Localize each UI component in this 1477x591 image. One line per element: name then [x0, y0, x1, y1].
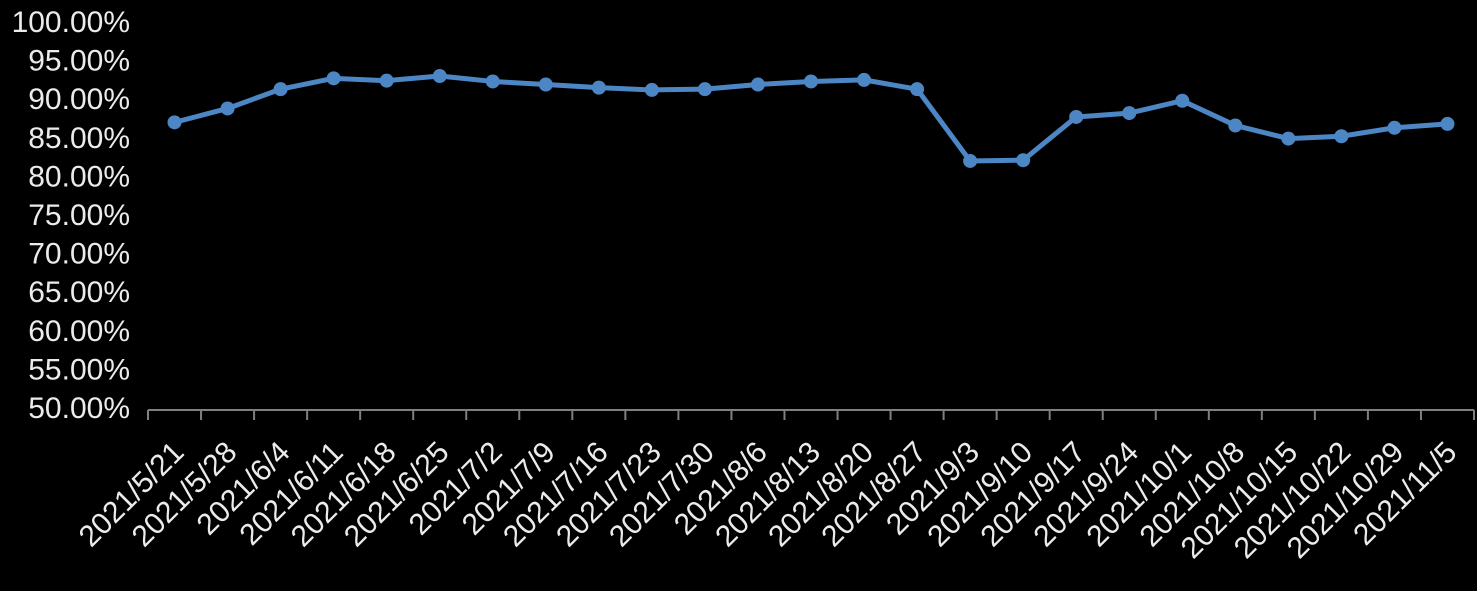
data-point-marker [1016, 153, 1031, 168]
y-axis-tick-label: 50.00% [28, 392, 130, 425]
y-axis-tick-label: 80.00% [28, 160, 130, 193]
data-point-marker [273, 82, 288, 97]
data-series-line [172, 73, 1450, 164]
data-point-marker [1440, 116, 1455, 131]
data-point-marker [1281, 131, 1296, 146]
y-axis-tick-label: 90.00% [28, 83, 130, 116]
data-point-marker [220, 101, 235, 116]
data-point-marker [485, 74, 500, 89]
y-axis-tick-label: 75.00% [28, 199, 130, 232]
data-point-marker [697, 82, 712, 97]
data-point-marker [1069, 109, 1084, 124]
y-axis-tick-label: 95.00% [28, 45, 130, 78]
data-point-marker [432, 69, 447, 84]
data-point-marker [910, 82, 925, 97]
data-point-marker [963, 153, 978, 168]
data-point-marker [750, 77, 765, 92]
y-axis-tick-label: 85.00% [28, 122, 130, 155]
y-axis-tick-label: 100.00% [12, 6, 130, 39]
data-point-marker [379, 73, 394, 88]
data-point-marker [538, 77, 553, 92]
data-point-marker [804, 74, 818, 89]
data-point-marker [644, 82, 659, 97]
y-axis-tick-label: 70.00% [28, 238, 130, 271]
data-point-marker [167, 115, 182, 130]
data-point-marker [326, 71, 341, 86]
y-axis-tick-label: 60.00% [28, 315, 130, 348]
data-point-marker [1387, 120, 1402, 135]
data-point-marker [1228, 118, 1243, 133]
data-point-marker [591, 80, 606, 95]
data-point-marker [1175, 93, 1190, 108]
y-axis-tick-label: 65.00% [28, 276, 130, 309]
data-point-marker [857, 72, 872, 87]
data-point-marker [1334, 129, 1349, 144]
data-point-marker [1122, 106, 1137, 121]
y-axis-tick-label: 55.00% [28, 353, 130, 386]
